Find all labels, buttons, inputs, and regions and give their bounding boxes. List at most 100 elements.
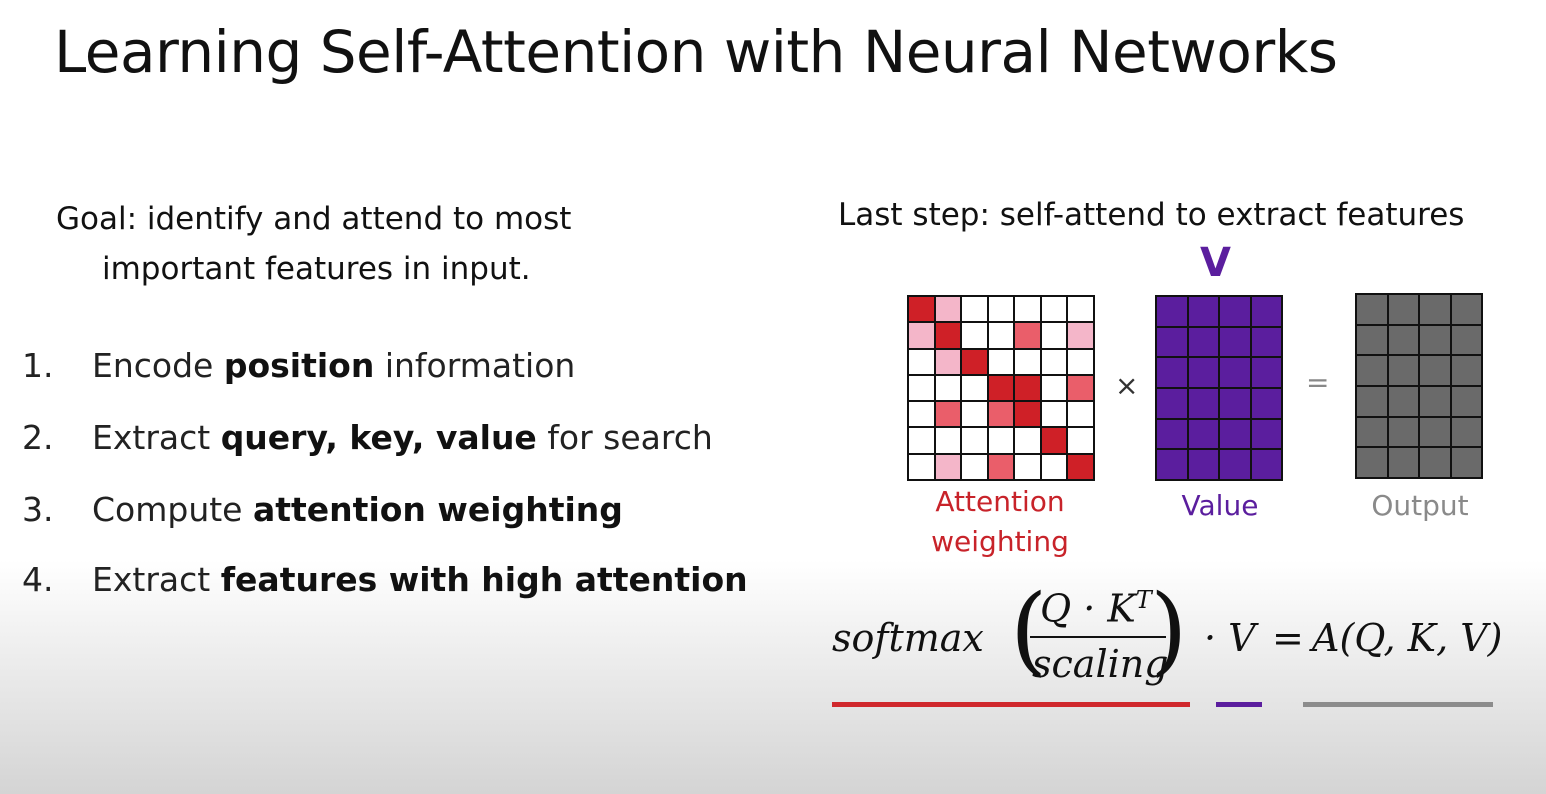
attention-cell: [909, 454, 934, 479]
attention-cell: [1041, 323, 1067, 348]
attention-cell: [1041, 454, 1067, 479]
step-item-3: 3. Compute attention weighting: [22, 490, 623, 529]
output-cell: [1451, 356, 1481, 385]
attention-cell: [1068, 323, 1093, 348]
value-cell: [1188, 297, 1218, 326]
step-pre: Extract: [92, 418, 221, 457]
output-cell: [1357, 386, 1387, 416]
attention-cell: [1068, 428, 1093, 453]
diagram-heading: Last step: self-attend to extract featur…: [838, 197, 1465, 233]
attention-cell: [988, 428, 1014, 453]
attention-cell: [909, 428, 934, 453]
value-cell: [1157, 450, 1187, 479]
output-cell: [1388, 417, 1418, 447]
attention-cell: [935, 402, 961, 427]
attention-cell: [909, 375, 934, 401]
attention-cell: [935, 297, 961, 322]
value-cell: [1251, 450, 1281, 479]
value-cell: [1157, 419, 1187, 449]
attention-cell: [935, 428, 961, 453]
output-cell: [1388, 325, 1418, 355]
step-pre: Extract: [92, 560, 221, 599]
output-cell: [1420, 417, 1450, 447]
value-cell: [1188, 388, 1218, 418]
formula-transpose: T: [1135, 586, 1152, 614]
goal-text: Goal: identify and attend to most import…: [56, 194, 571, 294]
attention-cell: [962, 323, 987, 348]
formula-fraction-bar: [1030, 636, 1166, 638]
value-cell: [1188, 419, 1218, 449]
value-caption: Value: [1181, 489, 1259, 522]
attention-cell: [988, 323, 1014, 348]
value-cell: [1220, 450, 1250, 479]
formula-numerator-text: Q · K: [1040, 586, 1136, 631]
attention-caption: Attention weighting: [920, 482, 1080, 562]
attention-cell: [909, 323, 934, 348]
times-symbol: ×: [1115, 369, 1139, 402]
value-matrix: [1155, 295, 1283, 481]
attention-cell: [1068, 375, 1093, 401]
output-cell: [1388, 356, 1418, 385]
value-cell: [1220, 419, 1250, 449]
attention-cell: [909, 349, 934, 374]
attention-cell: [962, 402, 987, 427]
output-cell: [1357, 356, 1387, 385]
attention-formula: softmax ( Q · KT scaling ) · V = A(Q, K,…: [832, 574, 1503, 692]
attention-cell: [1015, 323, 1040, 348]
attention-cell: [935, 349, 961, 374]
attention-caption-line-1: Attention: [935, 485, 1065, 518]
output-cell: [1357, 325, 1387, 355]
value-cell: [1251, 388, 1281, 418]
attention-cell: [1015, 402, 1040, 427]
step-bold: features with high attention: [220, 560, 748, 599]
output-matrix: [1355, 293, 1483, 479]
attention-cell: [1041, 428, 1067, 453]
attention-cell: [962, 349, 987, 374]
attention-cell: [1041, 349, 1067, 374]
attention-cell: [988, 297, 1014, 322]
step-item-2: 2. Extract query, key, value for search: [22, 418, 713, 457]
attention-cell: [935, 323, 961, 348]
equals-symbol: =: [1306, 366, 1330, 399]
step-post: for search: [536, 418, 713, 457]
output-cell: [1451, 325, 1481, 355]
step-item-1: 1. Encode position information: [22, 346, 575, 385]
value-underline: [1216, 702, 1262, 707]
value-cell: [1157, 297, 1187, 326]
value-cell: [1220, 388, 1250, 418]
formula-result: A(Q, K, V): [1312, 616, 1503, 660]
formula-paren-right: ): [1150, 574, 1188, 686]
formula-numerator: Q · KT: [1040, 586, 1152, 631]
goal-line-1: Goal: identify and attend to most: [56, 201, 572, 237]
output-cell: [1388, 295, 1418, 324]
slide-title: Learning Self-Attention with Neural Netw…: [54, 18, 1338, 86]
output-cell: [1420, 386, 1450, 416]
attention-cell: [1068, 402, 1093, 427]
attention-matrix: [907, 295, 1095, 481]
output-cell: [1451, 295, 1481, 324]
step-bold: query, key, value: [220, 418, 537, 457]
attention-cell: [935, 375, 961, 401]
output-cell: [1451, 417, 1481, 447]
output-cell: [1420, 325, 1450, 355]
attention-caption-line-2: weighting: [931, 525, 1069, 558]
value-cell: [1251, 419, 1281, 449]
attention-cell: [1015, 375, 1040, 401]
attention-cell: [1015, 454, 1040, 479]
v-label: V: [1200, 240, 1231, 286]
value-cell: [1220, 327, 1250, 357]
attention-cell: [988, 402, 1014, 427]
attention-cell: [962, 375, 987, 401]
value-cell: [1220, 297, 1250, 326]
value-cell: [1188, 327, 1218, 357]
step-number: 3.: [22, 490, 54, 529]
output-cell: [1388, 448, 1418, 477]
output-cell: [1420, 356, 1450, 385]
output-caption: Output: [1371, 489, 1469, 522]
attention-cell: [962, 454, 987, 479]
attention-cell: [935, 454, 961, 479]
attention-cell: [1068, 349, 1093, 374]
output-cell: [1451, 448, 1481, 477]
attention-cell: [988, 349, 1014, 374]
step-bold: attention weighting: [252, 490, 623, 529]
